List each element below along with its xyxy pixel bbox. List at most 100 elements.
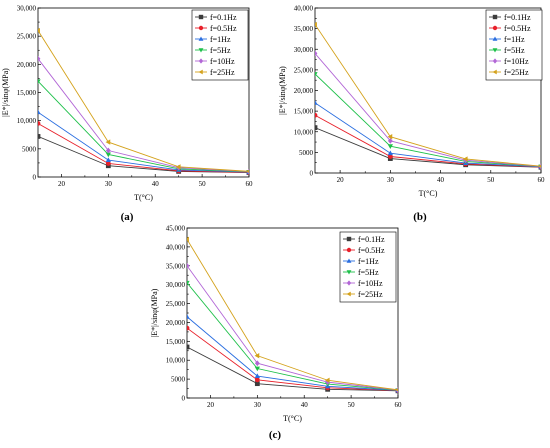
data-point-f-25hz: [246, 169, 249, 173]
data-point-f-0-5hz: [387, 154, 393, 159]
x-tick-label: 50: [348, 401, 356, 409]
y-tick-label: 5000: [171, 376, 186, 384]
legend-entry: f=1Hz: [210, 35, 231, 44]
series-line-f-10hz: [187, 265, 398, 391]
x-tick-label: 20: [58, 180, 66, 188]
series-line-f-10hz: [38, 58, 249, 173]
legend-entry: f=5Hz: [210, 46, 231, 55]
data-point-f-1hz: [254, 373, 260, 379]
legend-entry: f=0.1Hz: [210, 13, 237, 22]
x-tick-label: 60: [538, 176, 546, 184]
x-tick-label: 40: [437, 176, 445, 184]
y-tick-label: 0: [182, 395, 186, 403]
legend: f=0.1Hz f=0.5Hz f=1Hz f=5Hz f=10Hz f=25Hz: [339, 231, 397, 303]
data-point-f-0-1hz: [315, 125, 318, 131]
series-line-f-10hz: [315, 53, 541, 167]
panel-label: (b): [413, 211, 427, 223]
legend-entry: f=0.5Hz: [358, 246, 385, 255]
legend-marker: [346, 258, 352, 263]
y-tick-label: 0: [33, 174, 37, 182]
x-tick-label: 50: [487, 176, 495, 184]
legend-entry: f=0.5Hz: [210, 24, 237, 33]
x-axis-label: T(°C): [419, 189, 438, 198]
series-line-f-0-5hz: [187, 327, 398, 392]
data-point-f-0-1hz: [38, 134, 41, 139]
y-tick-label: 5000: [22, 145, 37, 153]
series-line-f-25hz: [38, 30, 249, 172]
series-line-f-1hz: [315, 102, 541, 168]
y-axis-label: |E*|/sinφ(MPa): [278, 66, 287, 115]
y-tick-label: 40,000: [166, 243, 186, 251]
data-point-f-25hz: [38, 27, 40, 34]
y-tick-label: 40,000: [294, 5, 314, 13]
y-tick-label: 25,000: [17, 33, 37, 41]
data-point-f-0-1hz: [187, 344, 190, 350]
legend-marker: [346, 236, 352, 242]
data-point-f-10hz: [105, 147, 111, 154]
y-tick-label: 20,000: [17, 61, 37, 69]
x-tick-label: 60: [246, 180, 254, 188]
y-tick-label: 45,000: [166, 225, 186, 233]
legend-marker: [492, 58, 498, 64]
data-point-f-5hz: [387, 144, 393, 149]
x-tick-label: 20: [337, 176, 345, 184]
data-point-f-25hz: [395, 388, 398, 392]
series-group: [38, 27, 249, 175]
legend-box: [191, 9, 249, 81]
data-point-f-25hz: [538, 164, 541, 168]
chart-panel-a: 0 5000 10,000 15,000 20,000 25,000 30,000 20 30 4…: [1, 5, 253, 224]
legend-entry: f=0.5Hz: [504, 24, 531, 33]
legend-entry: f=5Hz: [358, 268, 379, 277]
y-tick-label: 15,000: [166, 338, 186, 346]
y-tick-label: 10,000: [17, 117, 37, 125]
x-tick-label: 30: [387, 176, 395, 184]
data-point-f-10hz: [315, 50, 318, 57]
y-tick-label: 35,000: [294, 25, 314, 33]
series-line-f-25hz: [187, 239, 398, 391]
legend-entry: f=10Hz: [504, 57, 529, 66]
y-tick-label: 20,000: [294, 87, 314, 95]
y-tick-label: 10,000: [166, 357, 186, 365]
legend-marker: [198, 48, 204, 53]
x-axis-label: T(°C): [283, 414, 302, 423]
series-line-f-0-1hz: [315, 127, 541, 168]
legend-marker: [198, 36, 204, 41]
x-tick-label: 30: [105, 180, 113, 188]
y-tick-label: 30,000: [166, 281, 186, 289]
data-point-f-5hz: [105, 152, 111, 158]
panel-label: (a): [121, 211, 134, 223]
data-point-f-1hz: [38, 109, 41, 115]
data-point-f-10hz: [187, 262, 190, 269]
x-tick-label: 40: [301, 401, 309, 409]
data-point-f-0-1hz: [254, 381, 260, 387]
data-point-f-10hz: [38, 55, 41, 62]
x-tick-label: 20: [207, 401, 215, 409]
x-tick-label: 60: [395, 401, 403, 409]
y-axis-label: |E*|/sinφ(MPa): [150, 288, 159, 337]
data-point-f-0-5hz: [187, 325, 190, 331]
legend-marker: [492, 14, 498, 20]
legend-box: [485, 9, 543, 81]
legend-marker: [198, 69, 203, 75]
data-point-f-25hz: [324, 377, 330, 383]
y-axis-label: |E*|/sinφ(MPa): [1, 68, 10, 117]
data-point-f-10hz: [387, 137, 393, 144]
y-tick-label: 30,000: [17, 5, 37, 13]
legend-marker: [346, 280, 352, 286]
series-line-f-0-5hz: [315, 114, 541, 168]
data-point-f-5hz: [38, 79, 41, 84]
y-tick-label: 20,000: [166, 319, 186, 327]
x-tick-label: 30: [254, 401, 262, 409]
data-point-f-5hz: [187, 280, 190, 286]
legend-marker: [492, 48, 498, 53]
data-point-f-1hz: [187, 314, 190, 319]
data-point-f-25hz: [387, 134, 393, 140]
y-tick-label: 5000: [299, 149, 314, 157]
data-point-f-0-5hz: [105, 161, 111, 166]
legend-marker: [198, 14, 204, 20]
legend-entry: f=25Hz: [504, 68, 529, 77]
series-line-f-5hz: [38, 80, 249, 173]
legend-entry: f=10Hz: [210, 57, 235, 66]
y-tick-label: 0: [310, 170, 314, 178]
